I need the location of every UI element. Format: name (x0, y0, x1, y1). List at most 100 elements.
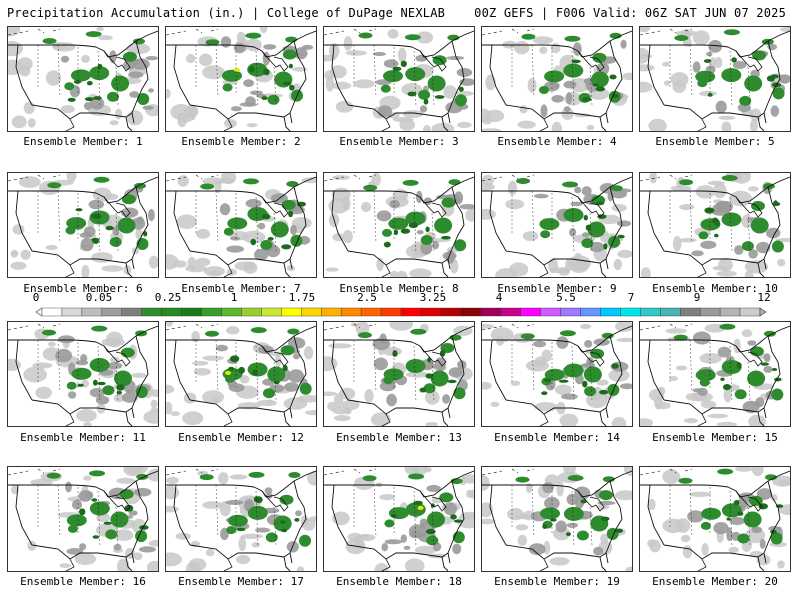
ensemble-member-label: Ensemble Member: 6 (23, 282, 143, 295)
ensemble-member-label: Ensemble Member: 4 (497, 135, 617, 148)
precip-map (166, 468, 316, 571)
title-left: Precipitation Accumulation (in.) | Colle… (7, 6, 446, 20)
ensemble-member-label: Ensemble Member: 5 (655, 135, 775, 148)
colorbar-swatch (221, 307, 242, 317)
colorbar-swatch (500, 307, 521, 317)
ensemble-panel (639, 321, 791, 427)
ensemble-member-label: Ensemble Member: 1 (23, 135, 143, 148)
ensemble-member-label: Ensemble Member: 15 (652, 431, 778, 444)
ensemble-panel (639, 172, 791, 278)
colorbar-swatch (520, 307, 541, 317)
colorbar-swatch (400, 307, 422, 317)
colorbar-swatch (560, 307, 581, 317)
colorbar-swatch (201, 307, 222, 317)
ensemble-member-label: Ensemble Member: 16 (20, 575, 146, 588)
colorbar-tick-label: 0 (32, 291, 40, 304)
colorbar-tick-label: 4 (495, 291, 503, 304)
colorbar-swatch (121, 307, 142, 317)
colorbar-tick-label: 12 (757, 291, 771, 304)
colorbar-swatch (161, 307, 182, 317)
colorbar-swatch (321, 307, 342, 317)
colorbar-swatch (360, 307, 382, 317)
colorbar-left-arrow (35, 307, 43, 317)
colorbar-swatch (640, 307, 661, 317)
colorbar-tick-label: 2.5 (357, 291, 377, 304)
precip-map (8, 27, 158, 131)
colorbar-swatch (340, 307, 362, 317)
precip-map (482, 467, 632, 571)
colorbar-swatch (281, 307, 302, 317)
colorbar-swatch (580, 307, 601, 317)
colorbar-swatch (420, 307, 442, 317)
ensemble-member-label: Ensemble Member: 12 (178, 431, 304, 444)
colorbar-swatch (81, 307, 103, 317)
ensemble-panel (165, 172, 317, 278)
colorbar-swatch (41, 307, 63, 317)
colorbar-swatch (460, 307, 481, 317)
colorbar-swatch (61, 307, 83, 317)
ensemble-member-label: Ensemble Member: 8 (339, 282, 459, 295)
ensemble-panel (481, 321, 633, 427)
ensemble-panel (481, 172, 633, 278)
ensemble-member-label: Ensemble Member: 2 (181, 135, 301, 148)
ensemble-member-label: Ensemble Member: 20 (652, 575, 778, 588)
ensemble-panel (481, 466, 633, 572)
colorbar-swatch (739, 307, 761, 317)
precip-map (324, 467, 474, 571)
ensemble-panel (639, 26, 791, 132)
precip-map (482, 28, 632, 131)
precip-map (166, 27, 316, 131)
ensemble-panel (165, 26, 317, 132)
colorbar-swatch (380, 307, 402, 317)
colorbar-swatch (181, 307, 202, 317)
precip-map (8, 173, 158, 277)
colorbar-tick-label: 1 (230, 291, 238, 304)
ensemble-member-label: Ensemble Member: 14 (494, 431, 620, 444)
precip-map (324, 28, 474, 131)
precip-map (8, 467, 158, 571)
precip-map (640, 27, 790, 131)
colorbar-swatch (600, 307, 621, 317)
colorbar-tick-label: 9 (693, 291, 701, 304)
colorbar-swatch (719, 307, 741, 317)
colorbar-tick-label: 3.25 (419, 291, 447, 304)
precip-map (482, 174, 632, 277)
ensemble-panel (7, 321, 159, 427)
colorbar-swatch (440, 307, 462, 317)
ensemble-member-label: Ensemble Member: 7 (181, 282, 301, 295)
colorbar-swatch (141, 307, 162, 317)
colorbar: 0 0.05 0.25 1 1.75 2.5 3.25 4 5.5 7 9 12 (0, 291, 800, 320)
colorbar-tick-label: 0.25 (154, 291, 182, 304)
precip-map (324, 173, 474, 277)
ensemble-member-label: Ensemble Member: 13 (336, 431, 462, 444)
colorbar-tick-label: 1.75 (288, 291, 316, 304)
precip-map (166, 322, 316, 426)
precip-map (640, 467, 790, 571)
ensemble-panel (323, 172, 475, 278)
ensemble-panel (7, 466, 159, 572)
ensemble-panel (165, 466, 317, 572)
ensemble-member-label: Ensemble Member: 18 (336, 575, 462, 588)
ensemble-member-label: Ensemble Member: 17 (178, 575, 304, 588)
colorbar-swatch (101, 307, 122, 317)
precip-map (482, 322, 632, 426)
colorbar-swatch (301, 307, 322, 317)
title-right: 00Z GEFS | F006 Valid: 06Z SAT JUN 07 20… (474, 6, 786, 20)
colorbar-swatch (620, 307, 641, 317)
ensemble-panel (7, 172, 159, 278)
colorbar-swatch (261, 307, 282, 317)
ensemble-panel (165, 321, 317, 427)
ensemble-member-label: Ensemble Member: 11 (20, 431, 146, 444)
colorbar-tick-label: 7 (627, 291, 635, 304)
precip-map (166, 173, 316, 277)
colorbar-swatch (699, 307, 721, 317)
ensemble-panel (7, 26, 159, 132)
colorbar-tick-label: 0.05 (85, 291, 113, 304)
ensemble-member-label: Ensemble Member: 9 (497, 282, 617, 295)
colorbar-swatch (480, 307, 501, 317)
precip-map (640, 173, 790, 277)
colorbar-tick-label: 5.5 (556, 291, 576, 304)
ensemble-member-label: Ensemble Member: 3 (339, 135, 459, 148)
precip-map (640, 323, 790, 426)
precip-map (324, 322, 474, 426)
